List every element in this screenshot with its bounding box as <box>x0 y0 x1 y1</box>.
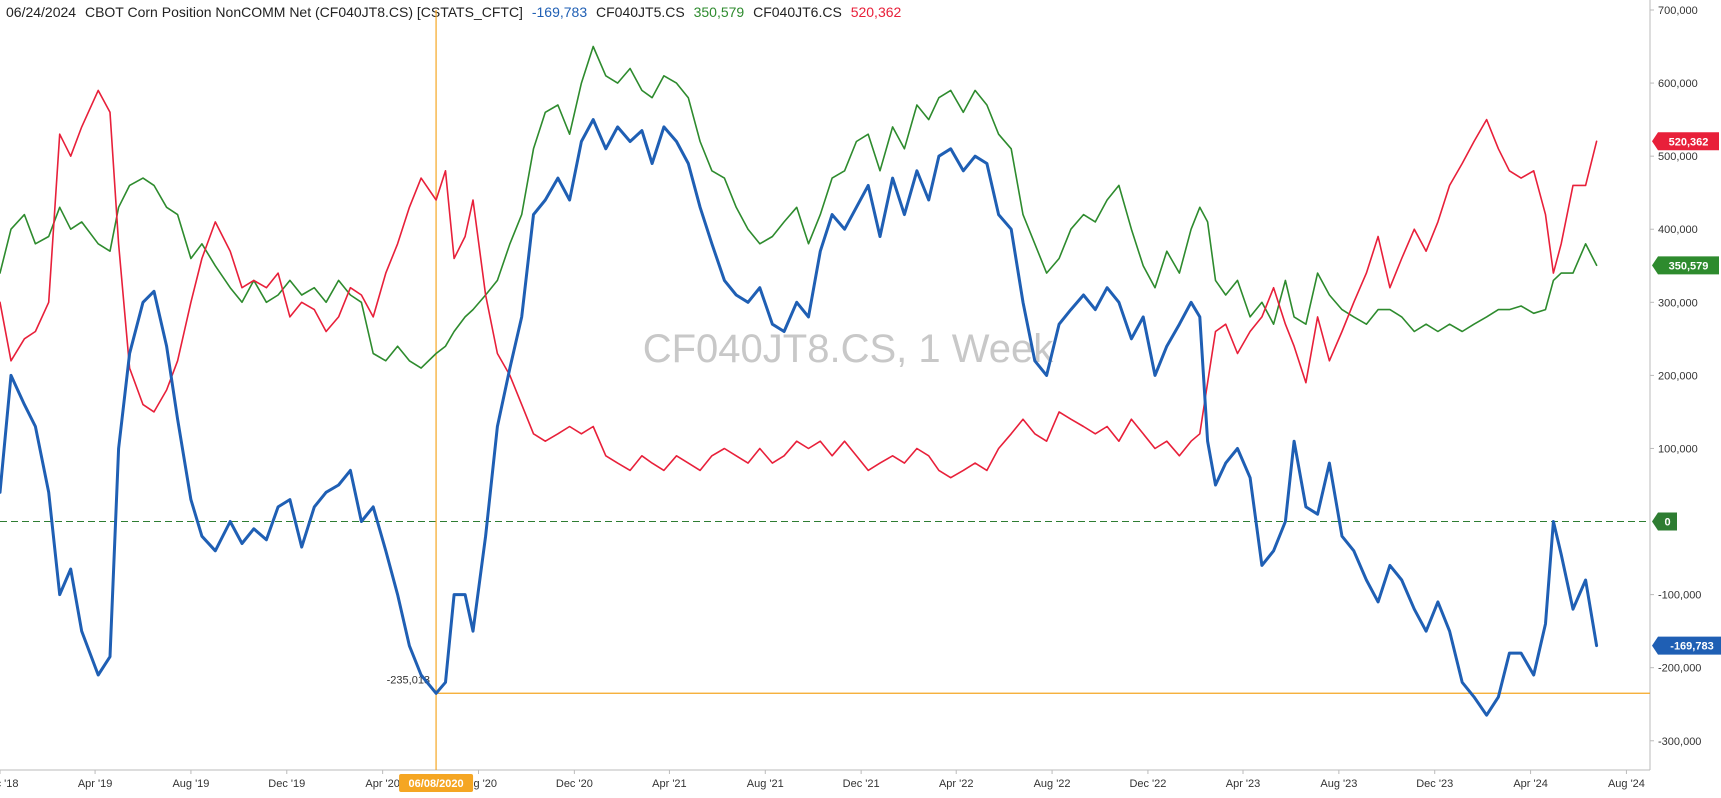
value-badge-cf040jt8-cs-text: -169,783 <box>1670 641 1713 653</box>
y-axis-ticks: 700,000 600,000 500,000 400,000 300,000 200,0… <box>1650 5 1701 748</box>
y-tick-label: 100,000 <box>1658 443 1698 455</box>
series-lines <box>0 45 1599 717</box>
value-badge-cf040jt6-cs: 520,362 <box>1652 132 1719 151</box>
x-tick-label: Apr '19 <box>78 778 113 790</box>
x-tick-label: Dec '21 <box>843 778 880 790</box>
series-line-cf040jt8-cs <box>0 118 1599 717</box>
value-badge-cf040jt5-cs-text: 350,579 <box>1669 260 1709 272</box>
header-series-name-2: CF040JT5.CS <box>596 4 685 20</box>
y-tick-label: 200,000 <box>1658 370 1698 382</box>
header-date: 06/24/2024 <box>6 4 76 20</box>
header-series-value-2: 350,579 <box>694 4 745 20</box>
y-tick-label: 500,000 <box>1658 151 1698 163</box>
x-tick-label: Aug '23 <box>1320 778 1357 790</box>
value-badges: -169,783 350,579 520,362 0 <box>1652 132 1721 655</box>
value-badge-cf040jt8-cs: -169,783 <box>1652 636 1721 655</box>
value-badge-zero-text: 0 <box>1664 517 1670 529</box>
cursor-date-badge: 06/08/2020 <box>399 774 474 792</box>
series-line-cf040jt5-cs <box>0 45 1598 369</box>
x-axis-ticks: Dec '18 Apr '19 Aug '19 Dec '19 Apr '20 Aug '… <box>0 770 1645 790</box>
y-tick-label: -100,000 <box>1658 590 1701 602</box>
y-tick-label: -200,000 <box>1658 663 1701 675</box>
value-badge-cf040jt8-cs-bg <box>1652 636 1721 655</box>
x-tick-label: Dec '20 <box>556 778 593 790</box>
x-tick-label: Aug '19 <box>172 778 209 790</box>
x-tick-label: Aug '21 <box>747 778 784 790</box>
x-tick-label: Apr '20 <box>365 778 400 790</box>
value-badge-zero: 0 <box>1652 512 1677 531</box>
x-tick-label: Dec '22 <box>1129 778 1166 790</box>
x-tick-label: Apr '24 <box>1513 778 1548 790</box>
cursor-date-badge-text: 06/08/2020 <box>409 778 464 790</box>
x-tick-label: Apr '22 <box>939 778 974 790</box>
header-series-name-3: CF040JT6.CS <box>753 4 842 20</box>
value-badge-cf040jt5-cs-bg <box>1652 256 1719 275</box>
y-tick-label: 600,000 <box>1658 78 1698 90</box>
x-tick-label: Dec '23 <box>1416 778 1453 790</box>
x-tick-label: Dec '19 <box>268 778 305 790</box>
header-series-value-1: -169,783 <box>532 4 587 20</box>
y-tick-label: -300,000 <box>1658 736 1701 748</box>
header-series-value-3: 520,362 <box>851 4 902 20</box>
cursor-date-badge-bg <box>399 774 474 792</box>
chart-header: 06/24/2024 CBOT Corn Position NonCOMM Ne… <box>6 4 902 20</box>
value-badge-zero-bg <box>1652 512 1677 531</box>
y-tick-label: 400,000 <box>1658 224 1698 236</box>
x-tick-label: Aug '22 <box>1034 778 1071 790</box>
cursor-value-label: -235,013 <box>387 674 430 686</box>
value-badge-cf040jt6-cs-text: 520,362 <box>1669 136 1709 148</box>
x-tick-label: Dec '18 <box>0 778 18 790</box>
x-tick-label: Apr '21 <box>652 778 687 790</box>
header-title: CBOT Corn Position NonCOMM Net (CF040JT8… <box>85 4 523 20</box>
x-tick-label: Apr '23 <box>1226 778 1261 790</box>
value-badge-cf040jt5-cs: 350,579 <box>1652 256 1719 275</box>
watermark-text: CF040JT8.CS, 1 Week <box>643 327 1055 371</box>
series-line-cf040jt6-cs <box>0 89 1598 479</box>
value-badge-cf040jt6-cs-bg <box>1652 132 1719 151</box>
y-tick-label: 300,000 <box>1658 297 1698 309</box>
x-tick-label: Aug '24 <box>1608 778 1645 790</box>
y-tick-label: 700,000 <box>1658 5 1698 17</box>
